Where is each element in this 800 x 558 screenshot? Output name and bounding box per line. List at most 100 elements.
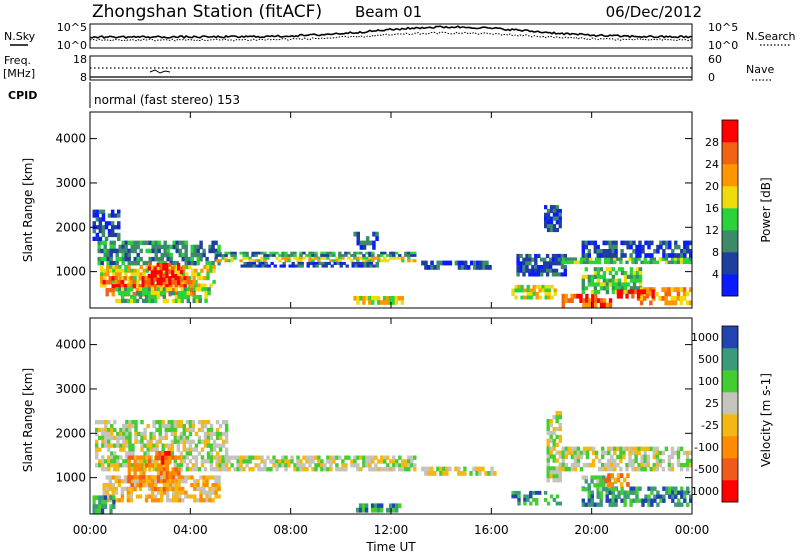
velocity-echo-region xyxy=(127,455,181,492)
velocity-echo-cell xyxy=(380,467,384,472)
power-echo-cell xyxy=(114,280,118,285)
velocity-echo-cell xyxy=(460,471,464,476)
power-echo-cell xyxy=(655,260,659,265)
velocity-echo-cell xyxy=(272,463,276,468)
power-echo-cell xyxy=(243,264,247,268)
velocity-echo-cell xyxy=(656,502,660,507)
velocity-echo-cell xyxy=(392,507,396,513)
velocity-echo-cell xyxy=(218,467,223,472)
velocity-echo-cell xyxy=(209,447,214,452)
power-echo-cell xyxy=(193,248,197,254)
velocity-echo-cell xyxy=(151,479,155,484)
power-echo-cell xyxy=(611,282,616,287)
velocity-echo-cell xyxy=(532,498,536,502)
power-echo-cell xyxy=(339,261,343,265)
power-echo-cell xyxy=(257,251,261,255)
power-echo-cell xyxy=(375,236,379,241)
power-echo-cell xyxy=(182,265,186,270)
power-echo-cell xyxy=(103,272,107,277)
velocity-echo-cell xyxy=(371,459,375,464)
power-echo-cell xyxy=(526,292,530,296)
velocity-echo-cell xyxy=(174,487,178,492)
power-echo-cell xyxy=(282,264,286,268)
power-echo-cell xyxy=(532,288,536,293)
velocity-echo-cell xyxy=(631,446,635,452)
power-echo-cell xyxy=(371,296,375,301)
power-echo-cell xyxy=(130,272,134,277)
velocity-echo-cell xyxy=(625,462,629,468)
power-echo-cell xyxy=(528,272,532,277)
velocity-echo-cell xyxy=(206,459,211,464)
power-echo-cell xyxy=(257,259,261,263)
power-echo-cell xyxy=(545,265,550,270)
velocity-echo-cell xyxy=(314,455,318,460)
velocity-echo-cell xyxy=(173,435,177,440)
velocity-colorbar-tick: 100 xyxy=(698,375,719,388)
power-echo-cell xyxy=(430,265,434,270)
power-echo-cell xyxy=(199,240,203,246)
velocity-colorbar-frame xyxy=(721,325,739,503)
velocity-echo-cell xyxy=(671,490,675,495)
velocity-echo-cell xyxy=(144,479,149,484)
velocity-colorbar-segment xyxy=(722,348,738,371)
power-echo-cell xyxy=(163,244,167,250)
power-echo-cell xyxy=(605,286,610,291)
power-echo-cell xyxy=(332,259,336,263)
power-echo-cell xyxy=(514,295,518,300)
power-echo-cell xyxy=(153,266,157,271)
power-echo-cell xyxy=(522,257,526,262)
velocity-echo-cell xyxy=(110,451,114,456)
velocity-echo-cell xyxy=(113,467,117,472)
velocity-echo-cell xyxy=(169,483,173,488)
velocity-echo-region xyxy=(355,503,402,513)
velocity-echo-cell xyxy=(549,419,553,424)
power-echo-cell xyxy=(535,284,539,289)
velocity-echo-cell xyxy=(587,494,591,499)
power-echo-cell xyxy=(190,248,194,254)
power-echo-cell xyxy=(246,264,250,268)
power-echo-cell xyxy=(157,244,161,250)
velocity-echo-cell xyxy=(233,455,237,460)
power-echo-cell xyxy=(619,257,623,261)
velocity-echo-cell xyxy=(122,431,126,437)
power-echo-cell xyxy=(626,282,631,287)
velocity-echo-cell xyxy=(407,463,411,468)
velocity-echo-cell xyxy=(637,450,641,456)
power-echo-cell xyxy=(263,254,267,257)
velocity-echo-cell xyxy=(158,423,162,429)
velocity-echo-cell xyxy=(290,455,294,460)
power-echo-cell xyxy=(380,254,384,257)
velocity-echo-cell xyxy=(607,446,611,452)
velocity-echo-cell xyxy=(296,455,300,460)
velocity-echo-cell xyxy=(95,427,99,433)
velocity-echo-cell xyxy=(626,473,630,478)
velocity-echo-cell xyxy=(576,458,581,464)
velocity-echo-cell xyxy=(658,450,662,456)
velocity-echo-cell xyxy=(239,459,243,464)
velocity-echo-cell xyxy=(605,475,609,480)
power-echo-cell xyxy=(638,271,643,276)
velocity-echo-cell xyxy=(646,462,650,468)
power-echo-cell xyxy=(162,280,166,285)
velocity-echo-cell xyxy=(635,486,639,491)
power-echo-cell xyxy=(311,254,315,257)
power-echo-cell xyxy=(641,249,645,254)
velocity-echo-cell xyxy=(587,502,591,507)
velocity-echo-cell xyxy=(126,490,131,495)
velocity-echo-cell xyxy=(191,455,196,460)
power-echo-cell xyxy=(594,257,599,261)
velocity-echo-cell xyxy=(655,462,659,468)
velocity-echo-cell xyxy=(646,458,650,464)
power-echo-cell xyxy=(163,252,167,258)
power-echo-cell xyxy=(359,296,363,301)
power-echo-cell xyxy=(320,256,324,260)
velocity-echo-cell xyxy=(683,490,687,495)
power-echo-cell xyxy=(153,298,158,304)
velocity-echo-cell xyxy=(144,494,149,499)
power-echo-cell xyxy=(171,298,176,304)
velocity-echo-cell xyxy=(143,467,147,472)
velocity-echo-cell xyxy=(236,467,240,472)
velocity-echo-cell xyxy=(203,435,208,440)
power-echo-cell xyxy=(563,272,567,277)
velocity-echo-cell xyxy=(523,498,527,502)
